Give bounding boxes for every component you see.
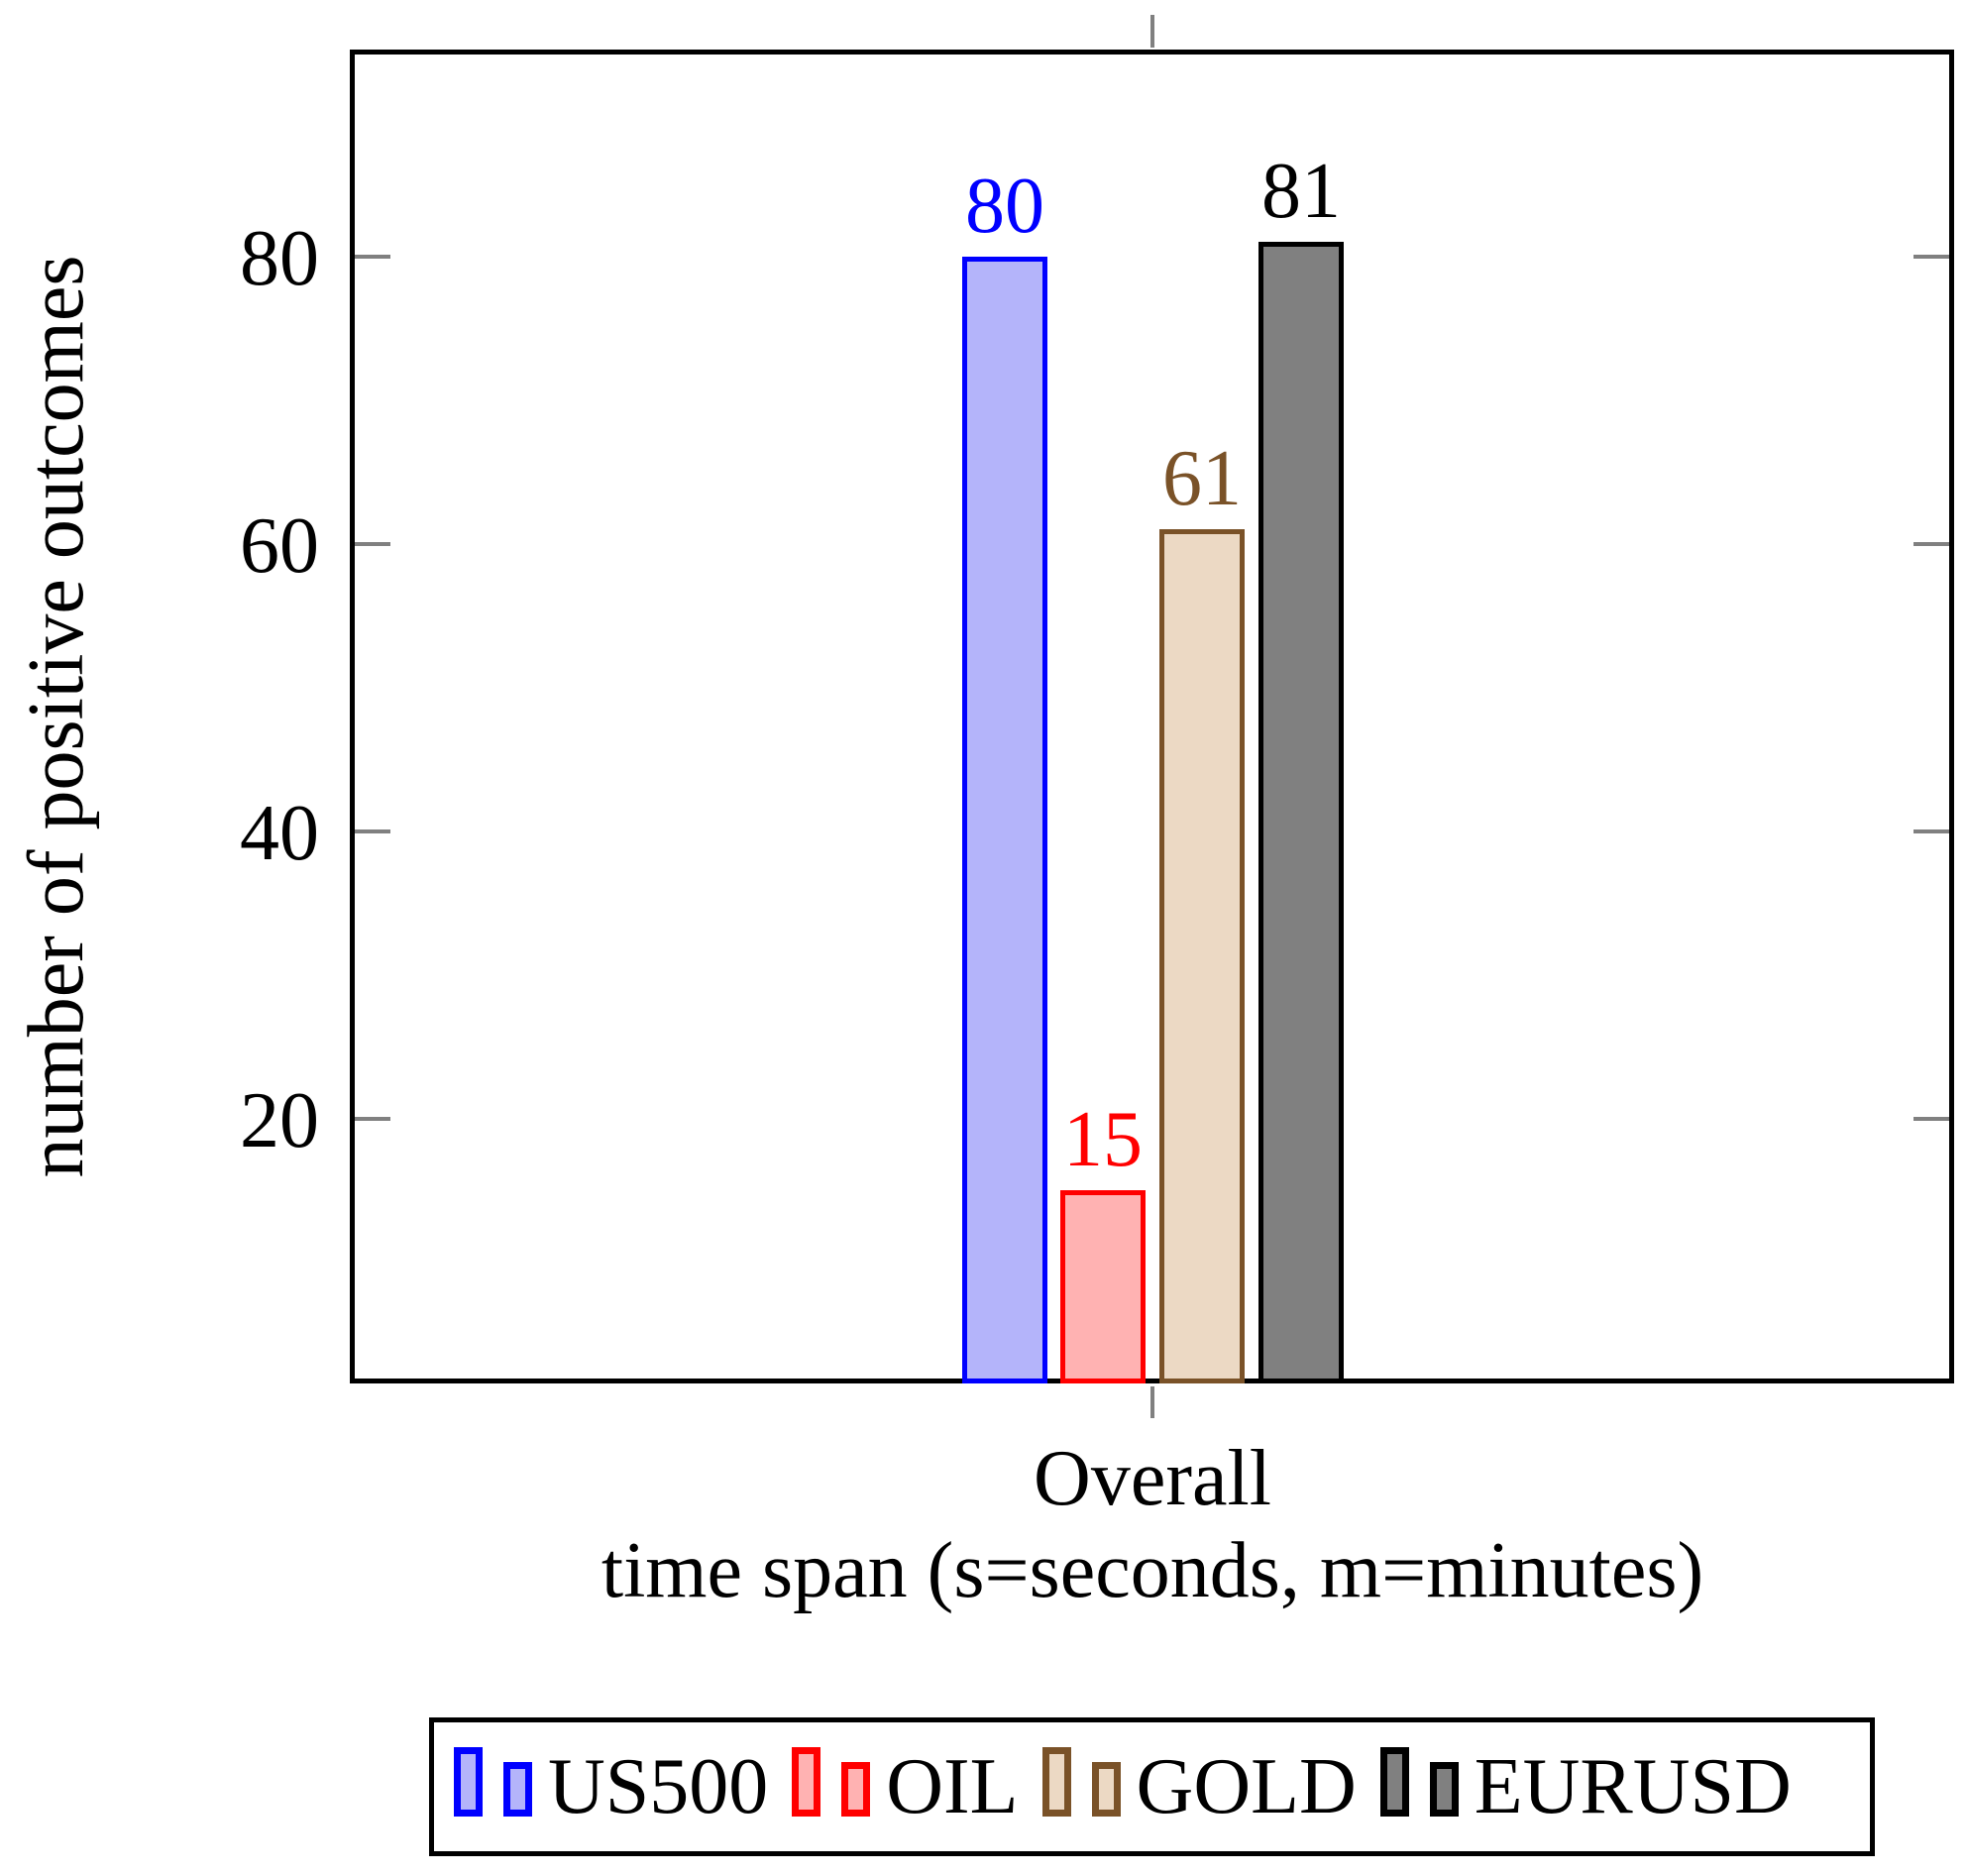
bar-swatch-icon [1429,1762,1459,1817]
legend-swatch-eurusd [1379,1747,1459,1817]
bar-swatch-icon [454,1747,483,1817]
bar-oil [1060,1190,1146,1383]
legend-swatch-oil [792,1747,871,1817]
legend-item-gold: GOLD [1041,1743,1357,1830]
bar-gold [1159,529,1245,1383]
legend-item-eurusd: EURUSD [1379,1743,1792,1830]
legend-label-gold: GOLD [1136,1743,1357,1830]
bar-value-label-gold: 61 [1162,435,1242,522]
legend-item-us500: US500 [454,1747,768,1826]
legend-box: US500 OIL GOLD EURUSD [429,1717,1875,1856]
bar-swatch-icon [1091,1762,1121,1817]
legend-label-oil: OIL [886,1743,1019,1830]
y-axis-label: number of positive outcomes [13,255,100,1178]
bar-value-label-us500: 80 [965,163,1044,250]
bar-swatch-icon [1379,1747,1409,1817]
y-tick-label-80: 80 [240,215,319,302]
plot-area: 80 15 61 81 [350,50,1954,1383]
bar-us500 [962,257,1047,1383]
bar-swatch-icon [841,1762,871,1817]
legend-swatch-gold [1041,1747,1121,1817]
y-tick-label-60: 60 [240,502,319,590]
y-tick-label-40: 40 [240,790,319,877]
bar-swatch-icon [792,1747,821,1817]
y-tick-mark-left-20 [355,1117,390,1121]
plot-inner: 80 15 61 81 [355,55,1949,1383]
y-tick-mark-left-80 [355,255,390,259]
y-tick-mark-right-80 [1913,255,1949,259]
legend-label-eurusd: EURUSD [1474,1743,1792,1830]
y-tick-mark-right-60 [1913,542,1949,546]
legend-label-us500: US500 [548,1743,769,1830]
y-tick-mark-left-40 [355,829,390,833]
x-axis-label: time span (s=seconds, m=minutes) [601,1527,1704,1614]
bar-value-label-oil: 15 [1063,1096,1143,1183]
bar-eurusd [1258,242,1344,1383]
legend-item-oil: OIL [792,1743,1019,1830]
x-tick-label-overall: Overall [1034,1435,1271,1522]
y-tick-mark-left-60 [355,542,390,546]
y-tick-label-20: 20 [240,1077,319,1164]
bar-value-label-eurusd: 81 [1261,148,1341,235]
x-tick-mark-bottom [1150,1386,1154,1418]
bar-swatch-icon [1041,1747,1071,1817]
y-tick-mark-right-40 [1913,829,1949,833]
y-tick-mark-right-20 [1913,1117,1949,1121]
x-tick-mark-top [1150,15,1154,48]
legend-swatch-us500 [454,1747,532,1817]
bar-swatch-icon [503,1762,532,1817]
